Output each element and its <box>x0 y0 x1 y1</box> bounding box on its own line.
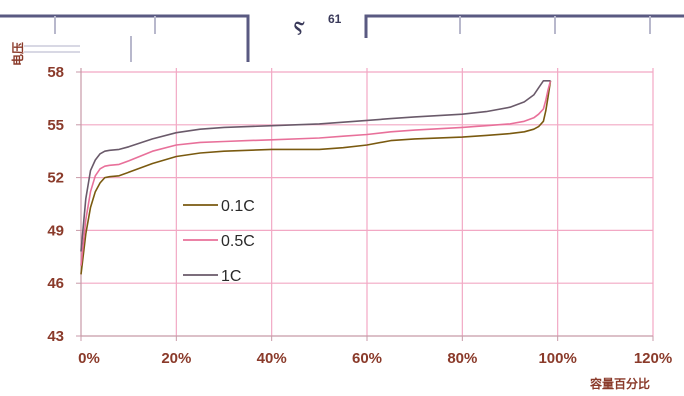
y-axis-label: 电压 <box>10 42 25 66</box>
x-tick-labels: 0% 20% 40% 60% 80% 100% 120% <box>78 350 672 367</box>
x-tick-label: 60% <box>352 350 382 367</box>
header-frame-ticks <box>54 16 651 62</box>
legend: 0.1C 0.5C 1C <box>183 198 255 285</box>
y-tick-labels: 43 46 49 52 55 58 <box>47 64 64 345</box>
header-number: 61 <box>328 12 342 26</box>
x-tick-label: 100% <box>538 350 576 367</box>
header-frame-shade <box>24 45 80 53</box>
y-tick-label: 49 <box>47 222 64 239</box>
y-tick-label: 55 <box>47 117 64 134</box>
grid <box>81 68 654 337</box>
x-tick-label: 20% <box>161 350 191 367</box>
header-frame <box>0 14 684 62</box>
axes <box>76 68 654 341</box>
series-lines <box>80 80 552 275</box>
series-line-0-5c <box>80 80 552 266</box>
legend-label: 1C <box>221 268 241 285</box>
y-tick-label: 46 <box>47 275 64 292</box>
x-tick-label: 120% <box>634 350 672 367</box>
x-tick-label: 0% <box>78 350 100 367</box>
legend-label: 0.1C <box>221 198 255 215</box>
legend-label: 0.5C <box>221 233 255 250</box>
y-tick-label: 58 <box>47 64 64 81</box>
series-line-1c <box>80 80 551 252</box>
y-tick-label: 52 <box>47 170 64 187</box>
header-symbol: Ⲋ <box>294 18 305 38</box>
y-tick-label: 43 <box>47 328 64 345</box>
x-tick-label: 40% <box>257 350 287 367</box>
series-line-0-1c <box>80 80 552 275</box>
x-tick-label: 80% <box>447 350 477 367</box>
x-axis-label: 容量百分比 <box>589 376 650 391</box>
